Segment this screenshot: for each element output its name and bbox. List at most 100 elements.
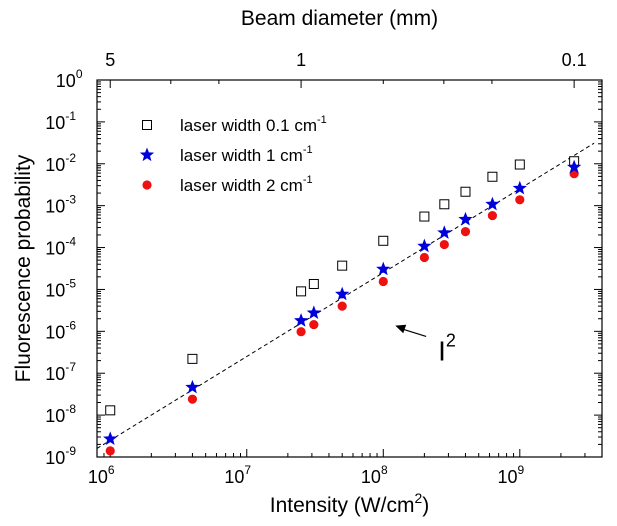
data-point-open-square bbox=[439, 199, 450, 210]
x-tick-label-sup: 9 bbox=[517, 463, 524, 477]
data-point-open-square bbox=[337, 260, 348, 271]
y-tick-label-main: 10 bbox=[45, 113, 65, 133]
data-point-star bbox=[103, 431, 118, 445]
x-axis-title-close: ) bbox=[422, 494, 429, 517]
legend-label-sup: -1 bbox=[317, 114, 327, 126]
y-tick-label-main: 10 bbox=[45, 448, 65, 468]
data-point-star bbox=[458, 211, 473, 226]
annotation-arrow-shaft bbox=[401, 328, 427, 337]
top-tick-label: 5 bbox=[105, 50, 115, 70]
y-tick-label-main: 10 bbox=[45, 364, 65, 384]
data-point-filled-circle bbox=[187, 394, 198, 404]
y-tick-label-main: 10 bbox=[45, 197, 65, 217]
y-tick-label-main: 10 bbox=[45, 239, 65, 259]
data-point-open-square bbox=[487, 171, 498, 182]
data-point-filled-circle bbox=[439, 239, 449, 250]
y-tick-label: 100 bbox=[56, 67, 83, 91]
x-tick-label: 109 bbox=[497, 463, 524, 487]
data-point-star bbox=[567, 159, 582, 174]
data-point-star bbox=[485, 196, 500, 211]
top-tick-label: 1 bbox=[296, 50, 306, 70]
data-point-open-square bbox=[378, 235, 389, 246]
data-point-open-square bbox=[514, 159, 525, 170]
data-point-star bbox=[376, 261, 391, 276]
top-tick-label: 0.1 bbox=[562, 50, 587, 70]
annotation-arrow-head bbox=[395, 324, 407, 334]
y-tick-label-sup: -9 bbox=[65, 444, 76, 458]
legend-label-main: laser width 1 cm bbox=[180, 146, 303, 165]
y-axis-title: Fluorescence probability bbox=[12, 154, 35, 382]
y-tick-label-sup: -1 bbox=[65, 109, 76, 123]
y-tick-label: 10-8 bbox=[45, 402, 76, 426]
y-tick-label-main: 10 bbox=[45, 322, 65, 342]
data-point-filled-circle bbox=[460, 227, 471, 237]
data-point-open-square bbox=[460, 186, 471, 197]
plot-frame bbox=[96, 79, 603, 458]
legend-label-main: laser width 0.1 cm bbox=[180, 116, 317, 135]
x-tick-label-sup: 6 bbox=[108, 463, 115, 477]
legend-marker-open-square bbox=[142, 120, 152, 130]
data-point-filled-circle bbox=[105, 446, 115, 456]
y-tick-label-sup: -3 bbox=[65, 193, 76, 207]
annotation-label-main: I bbox=[438, 335, 446, 366]
x-tick-label-main: 10 bbox=[361, 467, 381, 487]
y-tick-label: 10-5 bbox=[45, 276, 76, 300]
legend-label-sup: -1 bbox=[303, 144, 313, 156]
y-tick-label-sup: -6 bbox=[65, 318, 76, 332]
y-tick-label: 10-9 bbox=[45, 444, 76, 468]
data-point-star bbox=[306, 305, 321, 319]
data-point-filled-circle bbox=[296, 327, 306, 337]
data-point-filled-circle bbox=[515, 195, 525, 205]
y-tick-label-sup: -4 bbox=[65, 235, 76, 249]
data-point-open-square bbox=[419, 211, 430, 222]
top-axis-title: Beam diameter (mm) bbox=[241, 7, 438, 30]
x-tick-label: 108 bbox=[361, 463, 388, 487]
fit-line bbox=[96, 142, 595, 449]
y-tick-label: 10-3 bbox=[45, 193, 76, 217]
y-tick-label-main: 10 bbox=[45, 406, 65, 426]
y-tick-label: 10-7 bbox=[45, 360, 76, 384]
y-tick-label-main: 10 bbox=[45, 280, 65, 300]
legend-label-main: laser width 2 cm bbox=[180, 176, 303, 195]
annotation-label-sup: 2 bbox=[446, 330, 456, 350]
y-tick-label: 10-2 bbox=[45, 151, 76, 175]
fit-line-layer bbox=[96, 142, 595, 449]
data-point-star bbox=[335, 286, 350, 301]
x-tick-label: 107 bbox=[224, 463, 251, 487]
data-point-filled-circle bbox=[487, 210, 498, 221]
annotation-label: I2 bbox=[438, 330, 456, 366]
data-point-star bbox=[293, 313, 309, 327]
legend-label-sup: -1 bbox=[303, 174, 313, 186]
data-point-filled-circle bbox=[378, 276, 388, 287]
text-layer: 106 107 108 10910010-110-210-310-410-510-61… bbox=[12, 7, 587, 517]
y-tick-label: 10-4 bbox=[45, 235, 76, 259]
data-point-star bbox=[437, 225, 452, 239]
data-point-open-square bbox=[296, 286, 307, 297]
legend-label: laser width 2 cm-1 bbox=[180, 174, 313, 195]
y-tick-label-main: 10 bbox=[56, 71, 76, 91]
legend-label: laser width 0.1 cm-1 bbox=[180, 114, 327, 135]
y-tick-label: 10-1 bbox=[45, 109, 76, 133]
y-tick-label: 10-6 bbox=[45, 318, 76, 342]
x-tick-label-sup: 8 bbox=[381, 463, 388, 477]
data-point-filled-circle bbox=[419, 252, 429, 263]
x-tick-label-main: 10 bbox=[497, 467, 517, 487]
x-tick-label-main: 10 bbox=[224, 467, 244, 487]
y-tick-label-sup: -8 bbox=[65, 402, 76, 416]
data-point-filled-circle bbox=[337, 301, 347, 311]
x-axis-title-sup: 2 bbox=[414, 490, 422, 506]
y-tick-label-sup: 0 bbox=[76, 67, 83, 81]
data-points-layer bbox=[103, 156, 582, 456]
legend-marker-filled-circle bbox=[142, 180, 152, 190]
data-point-star bbox=[417, 238, 432, 253]
legend-label: laser width 1 cm-1 bbox=[180, 144, 313, 165]
x-tick-label-sup: 7 bbox=[244, 463, 251, 477]
y-tick-label-sup: -2 bbox=[65, 151, 76, 165]
x-tick-label: 106 bbox=[88, 463, 115, 487]
y-tick-label-main: 10 bbox=[45, 155, 65, 175]
data-point-star bbox=[512, 180, 527, 195]
data-point-open-square bbox=[187, 353, 198, 364]
y-tick-label-sup: -5 bbox=[65, 276, 76, 290]
x-tick-label-main: 10 bbox=[88, 467, 108, 487]
